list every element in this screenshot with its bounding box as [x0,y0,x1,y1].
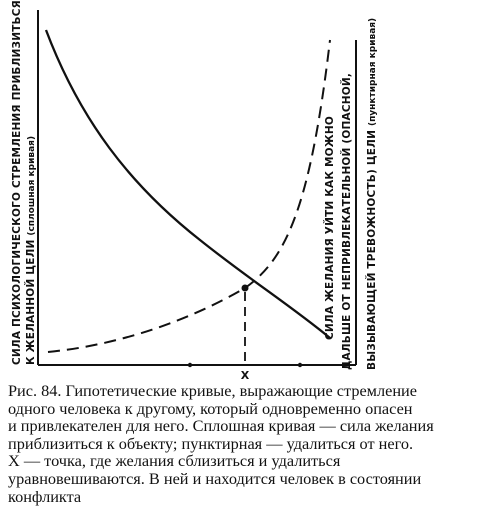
left-axis-label-line1: СИЛА ПСИХОЛОГИЧЕСКОГО СТРЕМЛЕНИЯ ПРИБЛИЗ… [11,0,23,365]
diagram: X СИЛА ПСИХОЛОГИЧЕСКОГО СТРЕМЛЕНИЯ ПРИБЛ… [11,0,378,380]
x-point-label: X [241,369,250,380]
right-axis-label-line2: ДАЛЬШЕ ОТ НЕПРИВЛЕКАТЕЛЬНОЙ (ОПАСНОЙ, [340,73,353,370]
axis-tick-dot [187,362,193,368]
right-axis-label-line1: СИЛА ЖЕЛАНИЯ УЙТИ КАК МОЖНО [323,116,336,340]
left-axis-label-line2: К ЖЕЛАННОЙ ЦЕЛИ (сплошная кривая) [24,136,37,365]
diagram-canvas: X СИЛА ПСИХОЛОГИЧЕСКОГО СТРЕМЛЕНИЯ ПРИБЛ… [11,0,378,380]
right-axis-label-line3: ВЫЗЫВАЮЩЕЙ ТРЕВОЖНОСТЬ) ЦЕЛИ (пунктирная… [365,18,378,370]
axis-tick-dot [297,362,303,368]
solid-curve [44,29,331,339]
figure-caption: Рис. 84. Гипотетические кривые, выражающ… [8,381,434,506]
intersection-point [241,284,249,292]
